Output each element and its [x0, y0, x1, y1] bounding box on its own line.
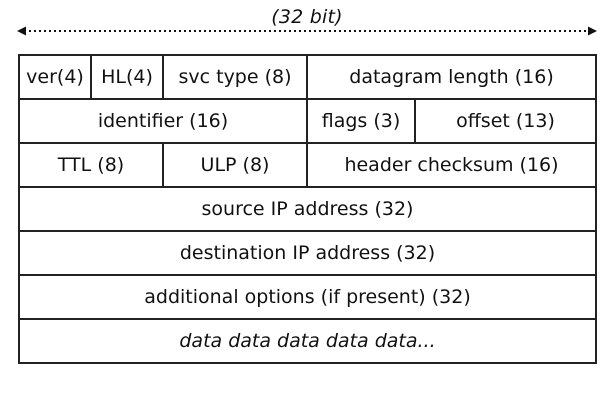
field-service-type: svc type (8)	[162, 54, 308, 100]
width-label: (32 bit)	[271, 6, 343, 28]
ip-header-table: ver(4) HL(4) svc type (8) datagram lengt…	[18, 54, 597, 364]
field-version: ver(4)	[18, 54, 92, 100]
field-header-checksum: header checksum (16)	[306, 142, 597, 188]
field-destination-ip: destination IP address (32)	[18, 230, 597, 276]
payload-row: data data data data data...	[18, 318, 597, 364]
header-row-3: TTL (8) ULP (8) header checksum (16)	[18, 142, 597, 188]
field-data: data data data data data...	[18, 318, 597, 364]
field-identifier: identifier (16)	[18, 98, 308, 144]
width-arrow	[17, 26, 597, 36]
field-datagram-length: datagram length (16)	[306, 54, 597, 100]
width-arrow-left-head	[17, 26, 26, 36]
field-ulp: ULP (8)	[162, 142, 308, 188]
field-flags: flags (3)	[306, 98, 416, 144]
header-row-1: ver(4) HL(4) svc type (8) datagram lengt…	[18, 54, 597, 100]
field-ttl: TTL (8)	[18, 142, 164, 188]
field-header-length: HL(4)	[90, 54, 164, 100]
header-row-2: identifier (16) flags (3) offset (13)	[18, 98, 597, 144]
field-offset: offset (13)	[414, 98, 597, 144]
field-source-ip: source IP address (32)	[18, 186, 597, 232]
header-row-5: destination IP address (32)	[18, 230, 597, 276]
field-options: additional options (if present) (32)	[18, 274, 597, 320]
width-arrow-right-head	[588, 26, 597, 36]
header-row-4: source IP address (32)	[18, 186, 597, 232]
header-row-6: additional options (if present) (32)	[18, 274, 597, 320]
